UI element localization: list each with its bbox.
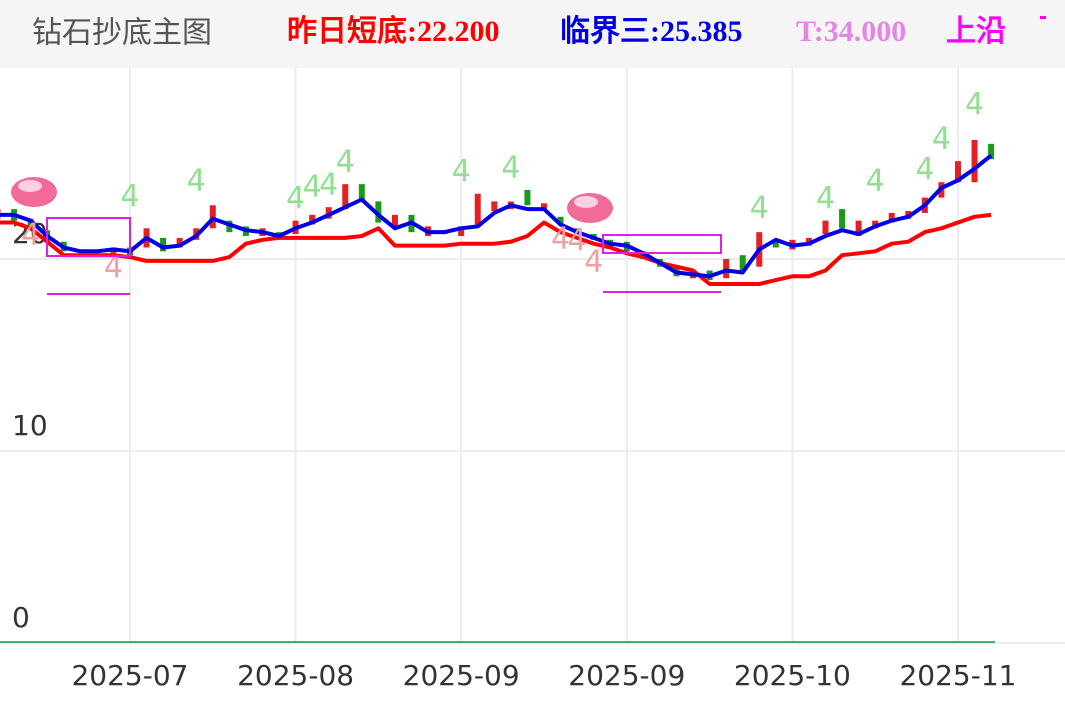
- candle-body: [524, 189, 531, 206]
- signal-label: 4: [915, 152, 934, 187]
- line-series: [0, 153, 993, 279]
- signal-label: 4: [568, 223, 587, 258]
- signal-label: 4: [584, 244, 603, 279]
- candle-body: [772, 239, 779, 248]
- signal-label: 4: [303, 169, 322, 204]
- legend-item: 临界三:25.385: [560, 14, 743, 48]
- signal-label: 4: [286, 181, 305, 216]
- header-title: 钻石抄底主图: [32, 16, 212, 51]
- header-bg: [0, 0, 1065, 68]
- x-tick-label: 2025-08: [237, 659, 354, 692]
- candle-body: [954, 161, 961, 183]
- candle-body: [309, 214, 316, 225]
- candle-body: [391, 214, 398, 229]
- signal-label: 4: [104, 250, 123, 285]
- candle-body: [491, 201, 498, 212]
- x-tick-label: 2025-09: [403, 659, 520, 692]
- diamond-shine: [18, 180, 42, 192]
- band-box: [602, 234, 722, 254]
- legend-item: T:34.000: [796, 15, 906, 48]
- x-tick-label: 2025-10: [734, 659, 851, 692]
- candle-body: [855, 220, 862, 236]
- candle-body: [375, 201, 382, 223]
- candle-body: [474, 193, 481, 225]
- signal-label: 4: [750, 191, 769, 226]
- candle-body: [739, 255, 746, 271]
- x-tick-label: 2025-11: [899, 659, 1016, 692]
- candle-body: [176, 237, 183, 248]
- y-tick-label: 10: [12, 409, 48, 442]
- signal-label: 4: [932, 121, 951, 156]
- x-tick-label: 2025-07: [71, 659, 188, 692]
- signal-label: 4: [816, 181, 835, 216]
- signal-label: 4: [21, 217, 40, 252]
- signal-label: 4: [551, 221, 570, 256]
- x-tick-label: 2025-09: [568, 659, 685, 692]
- candle-body: [160, 237, 167, 252]
- candle-body: [971, 139, 978, 183]
- line-series: [0, 212, 992, 286]
- diamond-icons: [11, 177, 613, 223]
- signal-label: 4: [336, 145, 355, 180]
- signal-label: 4: [965, 87, 984, 122]
- signal-label: 4: [452, 154, 471, 189]
- candle-body: [888, 212, 895, 223]
- candle-body: [839, 209, 846, 229]
- band-boxes: [46, 217, 722, 295]
- candle-body: [358, 184, 365, 202]
- candle-body: [988, 143, 995, 160]
- candle-body: [27, 218, 34, 231]
- marker: [1040, 16, 1046, 19]
- legend-item: 昨日短底:22.200: [287, 15, 500, 48]
- legend-item: 上沿: [946, 15, 1006, 48]
- candle-body: [458, 226, 465, 236]
- candle-body: [822, 220, 829, 235]
- candle-body: [342, 184, 349, 210]
- y-tick-label: 0: [12, 601, 30, 634]
- signal-label: 4: [501, 150, 520, 185]
- diamond-shine: [574, 196, 598, 208]
- band-box: [46, 217, 131, 257]
- signal-label: 4: [319, 168, 338, 203]
- signal-label: 4: [187, 164, 206, 199]
- signal-label: 4: [120, 179, 139, 214]
- signal-label: 4: [866, 164, 885, 199]
- candle-body: [557, 216, 564, 225]
